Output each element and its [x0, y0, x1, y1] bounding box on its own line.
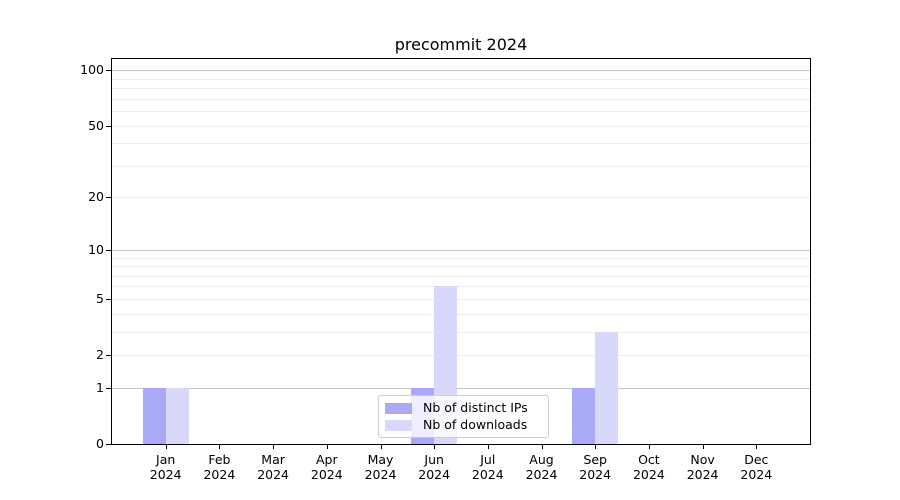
y-minor-gridline	[112, 125, 810, 127]
bar-downloads	[595, 331, 619, 444]
x-tick-mark	[434, 445, 436, 449]
legend-swatch	[385, 419, 412, 431]
y-minor-gridline	[112, 98, 810, 100]
y-major-gridline	[112, 70, 810, 72]
y-tick-label: 100	[80, 62, 104, 78]
y-minor-gridline	[112, 266, 810, 267]
x-tick-mark	[756, 445, 758, 449]
x-tick-label: Jun 2024	[406, 452, 462, 482]
x-tick-sublabel: 2024	[310, 467, 343, 482]
y-tick-label: 10	[88, 241, 104, 257]
x-tick-sublabel: 2024	[149, 467, 182, 482]
y-tick-mark	[106, 298, 111, 300]
y-minor-gridline	[112, 78, 810, 80]
y-minor-gridline	[112, 143, 810, 145]
x-tick-label: Mar 2024	[245, 452, 301, 482]
y-tick-label: 20	[88, 189, 104, 205]
legend: Nb of distinct IPs Nb of downloads	[378, 395, 549, 438]
x-tick-mark	[595, 445, 597, 449]
y-major-gridline	[112, 387, 810, 389]
y-tick-mark	[106, 70, 111, 72]
x-tick-mark	[165, 445, 167, 449]
x-tick-label: Nov 2024	[675, 452, 731, 482]
y-minor-gridline	[112, 257, 810, 259]
y-minor-gridline	[112, 197, 810, 199]
bar-downloads	[165, 387, 189, 444]
y-tick-label: 50	[88, 117, 104, 133]
x-tick-label: Jan 2024	[138, 452, 194, 482]
chart-title: precommit 2024	[394, 35, 528, 54]
x-tick-sublabel: 2024	[257, 467, 289, 482]
x-tick-sublabel: 2024	[364, 467, 397, 482]
y-minor-gridline	[112, 331, 810, 333]
legend-entry: Nb of downloads	[385, 418, 540, 432]
x-tick-label: Dec 2024	[728, 452, 784, 482]
x-tick-mark	[648, 445, 650, 449]
y-tick-mark	[106, 249, 111, 251]
x-tick-sublabel: 2024	[579, 467, 612, 482]
x-tick-label: May 2024	[353, 452, 409, 482]
y-tick-mark	[106, 387, 111, 389]
x-tick-mark	[541, 445, 543, 449]
x-tick-label: Oct 2024	[621, 452, 677, 482]
x-tick-sublabel: 2024	[525, 467, 558, 482]
bar-distinct-ips	[142, 387, 166, 444]
legend-label: Nb of distinct IPs	[423, 400, 528, 415]
x-tick-mark	[326, 445, 328, 449]
x-tick-sublabel: 2024	[203, 467, 236, 482]
x-tick-sublabel: 2024	[471, 467, 504, 482]
y-minor-gridline	[112, 313, 810, 315]
y-major-gridline	[112, 249, 810, 251]
y-tick-label: 2	[96, 347, 104, 362]
plot-area: Nb of distinct IPs Nb of downloads	[111, 58, 811, 445]
x-tick-mark	[273, 445, 275, 449]
y-tick-label: 0	[96, 436, 104, 451]
y-tick-mark	[106, 197, 111, 199]
legend-swatch	[385, 402, 412, 414]
y-minor-gridline	[112, 165, 810, 167]
x-tick-label: Feb 2024	[191, 452, 247, 482]
y-minor-gridline	[112, 275, 810, 277]
x-tick-sublabel: 2024	[632, 467, 665, 482]
legend-entry: Nb of distinct IPs	[385, 401, 540, 415]
y-tick-mark	[106, 125, 111, 127]
x-tick-label: Sep 2024	[567, 452, 623, 482]
x-tick-sublabel: 2024	[418, 467, 451, 482]
y-minor-gridline	[112, 298, 810, 300]
legend-label: Nb of downloads	[423, 417, 528, 432]
x-tick-mark	[380, 445, 382, 449]
bar-distinct-ips	[572, 387, 596, 444]
x-tick-label: Apr 2024	[299, 452, 355, 482]
x-tick-sublabel: 2024	[686, 467, 719, 482]
y-tick-label: 1	[96, 379, 104, 395]
x-tick-sublabel: 2024	[740, 467, 773, 482]
y-tick-mark	[106, 355, 111, 356]
x-tick-mark	[702, 445, 704, 449]
y-minor-gridline	[112, 88, 810, 90]
x-tick-label: Jul 2024	[460, 452, 516, 482]
y-minor-gridline	[112, 111, 810, 113]
y-minor-gridline	[112, 355, 810, 356]
x-tick-label: Aug 2024	[514, 452, 570, 482]
x-tick-mark	[487, 445, 489, 449]
x-tick-mark	[219, 445, 221, 449]
y-minor-gridline	[112, 286, 810, 288]
y-tick-mark	[106, 444, 111, 445]
y-tick-label: 5	[96, 290, 104, 306]
